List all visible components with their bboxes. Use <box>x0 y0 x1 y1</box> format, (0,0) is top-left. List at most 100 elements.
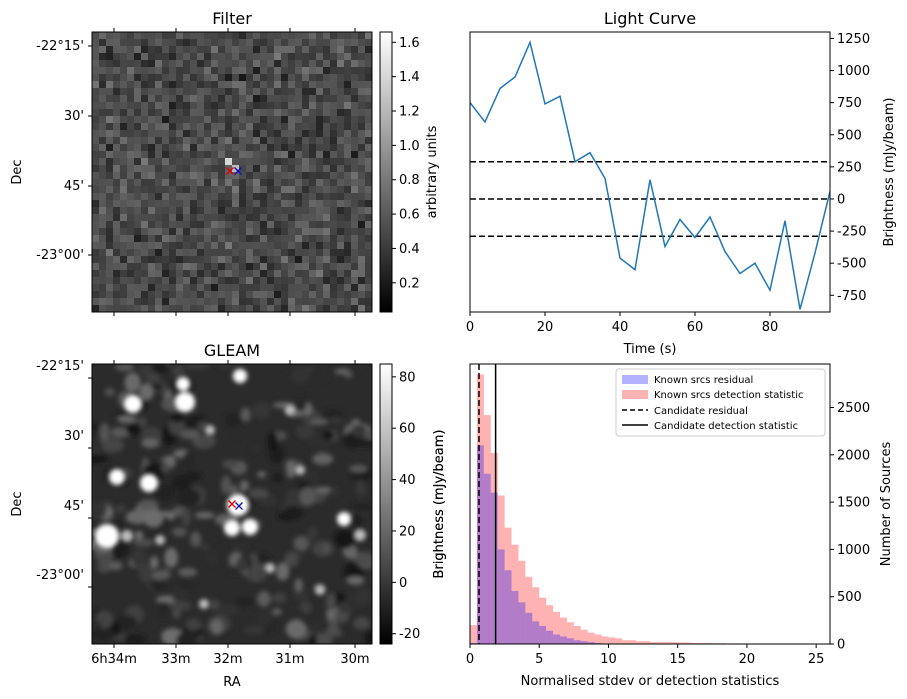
filter-pixel <box>288 158 295 165</box>
light-curve-line <box>470 39 830 310</box>
filter-pixel <box>183 60 190 67</box>
filter-pixel <box>330 60 337 67</box>
filter-pixel <box>302 242 309 249</box>
filter-pixel <box>176 172 183 179</box>
filter-pixel <box>365 249 372 256</box>
histogram-bar <box>566 638 574 644</box>
filter-pixel <box>309 179 316 186</box>
filter-pixel <box>253 291 260 298</box>
filter-pixel <box>253 123 260 130</box>
filter-pixel <box>288 53 295 60</box>
filter-pixel <box>330 39 337 46</box>
filter-pixel <box>316 186 323 193</box>
gleam-texture-blob <box>114 615 138 630</box>
filter-pixel <box>183 88 190 95</box>
filter-pixel <box>169 88 176 95</box>
gleam-texture-blob <box>308 634 318 644</box>
filter-pixel <box>358 277 365 284</box>
filter-pixel <box>204 74 211 81</box>
filter-pixel <box>302 270 309 277</box>
filter-pixel <box>337 263 344 270</box>
filter-pixel <box>99 214 106 221</box>
filter-pixel <box>218 130 225 137</box>
filter-pixel <box>183 95 190 102</box>
filter-pixel <box>309 235 316 242</box>
filter-pixel <box>288 221 295 228</box>
filter-pixel <box>134 109 141 116</box>
filter-pixel <box>211 270 218 277</box>
filter-pixel <box>232 39 239 46</box>
filter-pixel <box>295 228 302 235</box>
filter-pixel <box>246 270 253 277</box>
filter-pixel <box>113 242 120 249</box>
filter-pixel <box>351 235 358 242</box>
filter-pixel <box>218 242 225 249</box>
filter-pixel <box>316 207 323 214</box>
filter-pixel <box>330 95 337 102</box>
filter-pixel <box>225 67 232 74</box>
filter-pixel <box>204 249 211 256</box>
filter-pixel <box>239 186 246 193</box>
filter-pixel <box>218 74 225 81</box>
filter-pixel <box>113 221 120 228</box>
filter-pixel <box>141 270 148 277</box>
filter-pixel <box>295 193 302 200</box>
filter-pixel <box>232 186 239 193</box>
filter-pixel <box>106 193 113 200</box>
filter-pixel <box>225 228 232 235</box>
filter-pixel <box>309 60 316 67</box>
filter-pixel <box>358 298 365 305</box>
filter-pixel <box>204 284 211 291</box>
filter-pixel <box>169 221 176 228</box>
filter-pixel <box>246 32 253 39</box>
filter-pixel <box>274 116 281 123</box>
gleam-texture-blob <box>325 618 339 636</box>
gleam-texture-blob <box>123 633 147 644</box>
filter-pixel <box>239 172 246 179</box>
filter-pixel <box>148 53 155 60</box>
filter-pixel <box>323 172 330 179</box>
filter-pixel <box>274 88 281 95</box>
histogram-plot <box>470 364 824 644</box>
filter-pixel <box>330 284 337 291</box>
filter-pixel <box>309 81 316 88</box>
light-curve-panel: Light Curve 0 20 40 60 80-750-500-2500250500… <box>466 9 897 357</box>
filter-pixel <box>190 32 197 39</box>
filter-pixel <box>176 298 183 305</box>
gleam-texture-blob <box>151 383 163 391</box>
filter-pixel <box>120 298 127 305</box>
filter-pixel <box>295 102 302 109</box>
filter-pixel <box>309 186 316 193</box>
histogram-bar <box>560 617 567 644</box>
filter-pixel <box>316 95 323 102</box>
filter-pixel <box>127 284 134 291</box>
filter-pixel <box>281 193 288 200</box>
filter-pixel <box>162 249 169 256</box>
filter-pixel <box>141 263 148 270</box>
filter-pixel <box>141 214 148 221</box>
filter-pixel <box>302 123 309 130</box>
filter-pixel <box>239 81 246 88</box>
filter-pixel <box>155 256 162 263</box>
filter-pixel <box>295 284 302 291</box>
filter-pixel <box>288 67 295 74</box>
filter-pixel <box>316 130 323 137</box>
histogram-bar <box>518 602 526 644</box>
filter-pixel <box>260 137 267 144</box>
filter-pixel <box>267 53 274 60</box>
filter-pixel <box>302 179 309 186</box>
filter-pixel <box>197 214 204 221</box>
filter-pixel <box>148 207 155 214</box>
filter-pixel <box>281 172 288 179</box>
filter-pixel <box>253 277 260 284</box>
filter-pixel <box>162 242 169 249</box>
filter-pixel <box>295 298 302 305</box>
filter-pixel <box>162 60 169 67</box>
filter-pixel <box>337 151 344 158</box>
filter-pixel <box>169 172 176 179</box>
filter-pixel <box>330 270 337 277</box>
filter-pixel <box>204 88 211 95</box>
filter-pixel <box>204 186 211 193</box>
filter-pixel <box>288 151 295 158</box>
filter-pixel <box>204 53 211 60</box>
